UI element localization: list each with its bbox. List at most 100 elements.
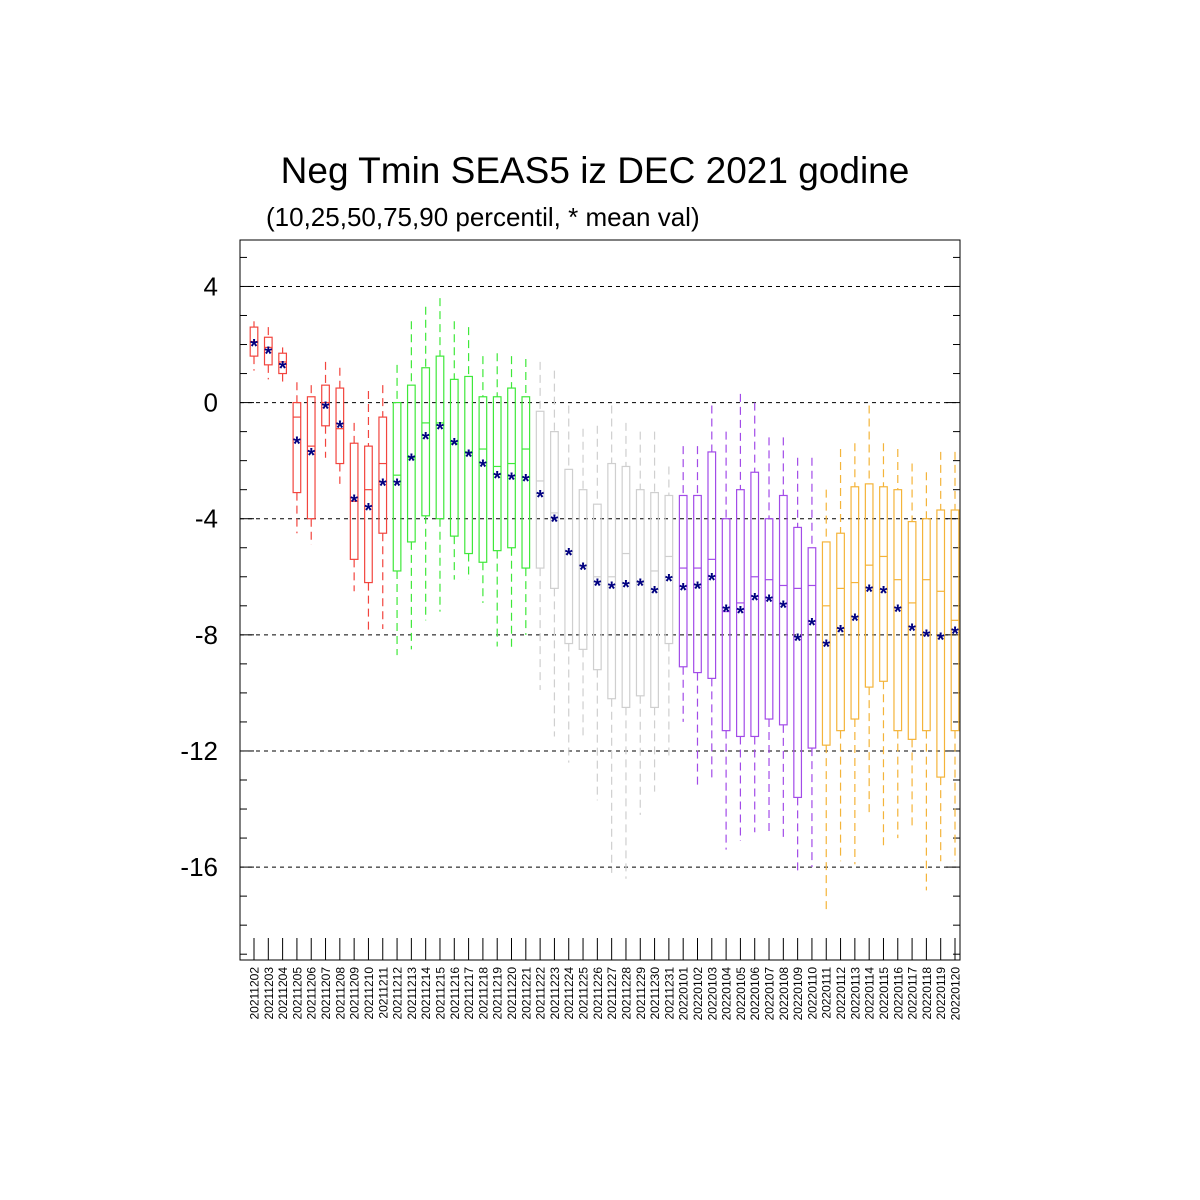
x-tick-label: 20220116 [891, 967, 905, 1020]
mean-marker: * [851, 610, 859, 632]
iqr-box [721, 518, 731, 732]
box-20211219 [492, 353, 502, 647]
x-tick-label: 20211231 [662, 967, 676, 1020]
chart-subtitle: (10,25,50,75,90 percentil, * mean val) [266, 202, 700, 232]
box-20220103 [707, 405, 717, 780]
mean-marker: * [536, 487, 544, 509]
box-20211215 [435, 298, 445, 612]
x-tick-label: 20220109 [791, 967, 805, 1021]
iqr-box [836, 532, 845, 732]
box-20211209 [349, 422, 359, 592]
box-20211229 [635, 431, 645, 815]
box-20211222 [535, 361, 545, 690]
iqr-box [306, 396, 316, 520]
iqr-box [736, 489, 745, 738]
mean-marker: * [694, 578, 702, 600]
x-tick-label: 20220111 [820, 967, 834, 1019]
mean-marker: * [322, 398, 330, 420]
box-20211230 [650, 431, 659, 792]
x-tick-label: 20211227 [605, 967, 619, 1020]
iqr-box [292, 401, 302, 494]
iqr-box [449, 378, 459, 537]
x-tick-label: 20211225 [577, 967, 591, 1020]
iqr-box [707, 451, 717, 679]
mean-marker: * [422, 429, 430, 451]
box-20211205 [292, 382, 302, 534]
box-20211212 [392, 364, 402, 656]
iqr-box [678, 494, 688, 668]
mean-marker: * [264, 343, 272, 365]
x-tick-label: 20211221 [519, 967, 533, 1020]
iqr-box [550, 431, 559, 589]
x-tick-label: 20211206 [305, 967, 319, 1020]
mean-marker: * [479, 457, 487, 479]
box-20220111 [821, 489, 831, 911]
y-tick-label: -16 [180, 852, 218, 882]
x-tick-label: 20211208 [333, 967, 347, 1020]
box-20211227 [607, 405, 617, 873]
box-20220120 [950, 451, 960, 862]
x-tick-label: 20211223 [548, 967, 562, 1020]
box-20211223 [550, 370, 559, 737]
boxes [249, 298, 960, 911]
mean-marker: * [508, 470, 516, 492]
box-20220102 [693, 446, 702, 789]
x-tick-label: 20211202 [248, 967, 262, 1020]
x-tick-label: 20211213 [405, 967, 419, 1020]
box-20220107 [764, 437, 774, 836]
iqr-box [464, 375, 473, 555]
box-20220105 [736, 393, 745, 841]
x-axis: 20211202 20211203 20211204 20211205 20211206… [248, 938, 963, 1020]
x-tick-label: 20220110 [805, 967, 819, 1020]
means: * * * * * * * * * * * * * * * * * * * * * * * * * * * * * * * * * * * * * * * *… [250, 336, 959, 658]
box-20211211 [378, 385, 388, 630]
mean-marker: * [250, 336, 258, 358]
box-20211216 [449, 321, 459, 580]
mean-marker: * [393, 475, 401, 497]
iqr-box [921, 518, 931, 732]
box-20220109 [793, 457, 803, 873]
iqr-box [521, 396, 531, 569]
mean-marker: * [880, 583, 888, 605]
x-tick-label: 20211222 [534, 967, 548, 1020]
box-20220119 [936, 451, 946, 862]
mean-marker: * [579, 560, 587, 582]
mean-marker: * [794, 631, 802, 653]
iqr-box [278, 352, 288, 375]
box-20220115 [879, 443, 888, 850]
mean-marker: * [765, 592, 773, 614]
iqr-box [750, 471, 760, 738]
chart-title: Neg Tmin SEAS5 iz DEC 2021 godine [280, 150, 910, 191]
iqr-box [592, 503, 602, 671]
x-tick-label: 20211229 [634, 967, 648, 1020]
mean-marker: * [379, 475, 387, 497]
iqr-box [263, 336, 273, 366]
mean-marker: * [837, 622, 845, 644]
box-20220110 [807, 457, 817, 868]
mean-marker: * [922, 626, 930, 648]
box-20211231 [664, 466, 674, 760]
x-tick-label: 20220112 [834, 967, 848, 1020]
mean-marker: * [436, 419, 444, 441]
mean-marker: * [336, 417, 344, 439]
x-tick-label: 20211230 [648, 967, 662, 1020]
y-tick-label: -4 [195, 504, 218, 534]
box-20211210 [364, 390, 373, 635]
x-tick-label: 20211219 [491, 967, 505, 1020]
mean-marker: * [636, 576, 644, 598]
x-tick-label: 20211203 [262, 967, 276, 1020]
box-20211224 [564, 405, 574, 763]
mean-marker: * [894, 602, 902, 624]
mean-marker: * [651, 583, 659, 605]
box-20220112 [836, 449, 845, 862]
x-tick-label: 20220107 [763, 967, 777, 1021]
iqr-box [879, 486, 888, 682]
iqr-box [364, 445, 373, 584]
box-20211225 [578, 428, 588, 737]
iqr-box [635, 489, 645, 697]
x-tick-label: 20211204 [276, 967, 290, 1020]
mean-marker: * [737, 603, 745, 625]
iqr-box [607, 462, 617, 700]
iqr-box [778, 494, 788, 726]
